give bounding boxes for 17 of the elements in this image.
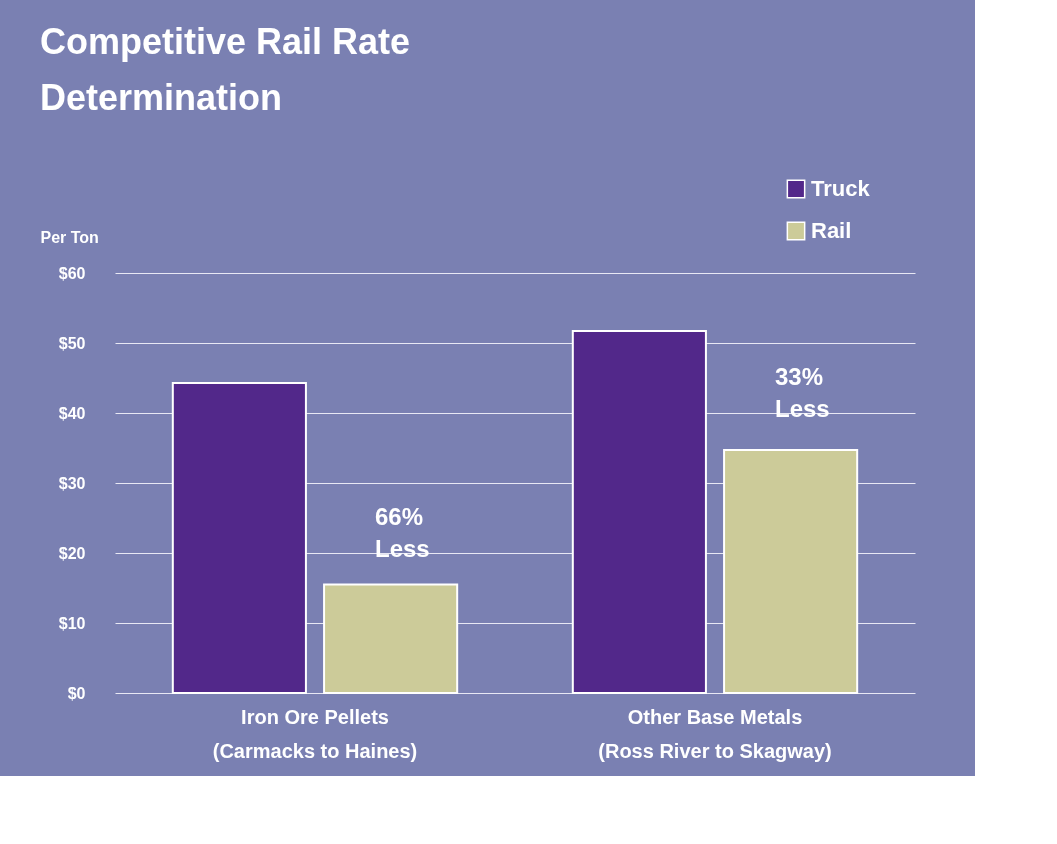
bar <box>323 583 459 694</box>
y-tick-label: $60 <box>58 264 86 282</box>
x-tick-label: Iron Ore Pellets (Carmacks to Haines) <box>212 705 418 762</box>
chart-title: Competitive Rail Rate Determination <box>40 21 411 118</box>
y-tick-label: $40 <box>58 404 86 422</box>
y-tick-label: $50 <box>58 334 86 352</box>
x-tick-label: Other Base Metals (Ross River to Skagway) <box>598 705 832 762</box>
legend-label: Rail <box>811 218 852 243</box>
y-tick-label: $30 <box>58 474 86 492</box>
bar <box>571 330 707 694</box>
legend-label: Truck <box>811 176 871 201</box>
y-axis-title: Per Ton <box>40 228 99 246</box>
y-tick-label: $0 <box>67 684 86 702</box>
bar <box>171 381 307 694</box>
y-tick-label: $10 <box>58 614 86 632</box>
bar <box>723 449 859 694</box>
y-tick-label: $20 <box>58 544 86 562</box>
